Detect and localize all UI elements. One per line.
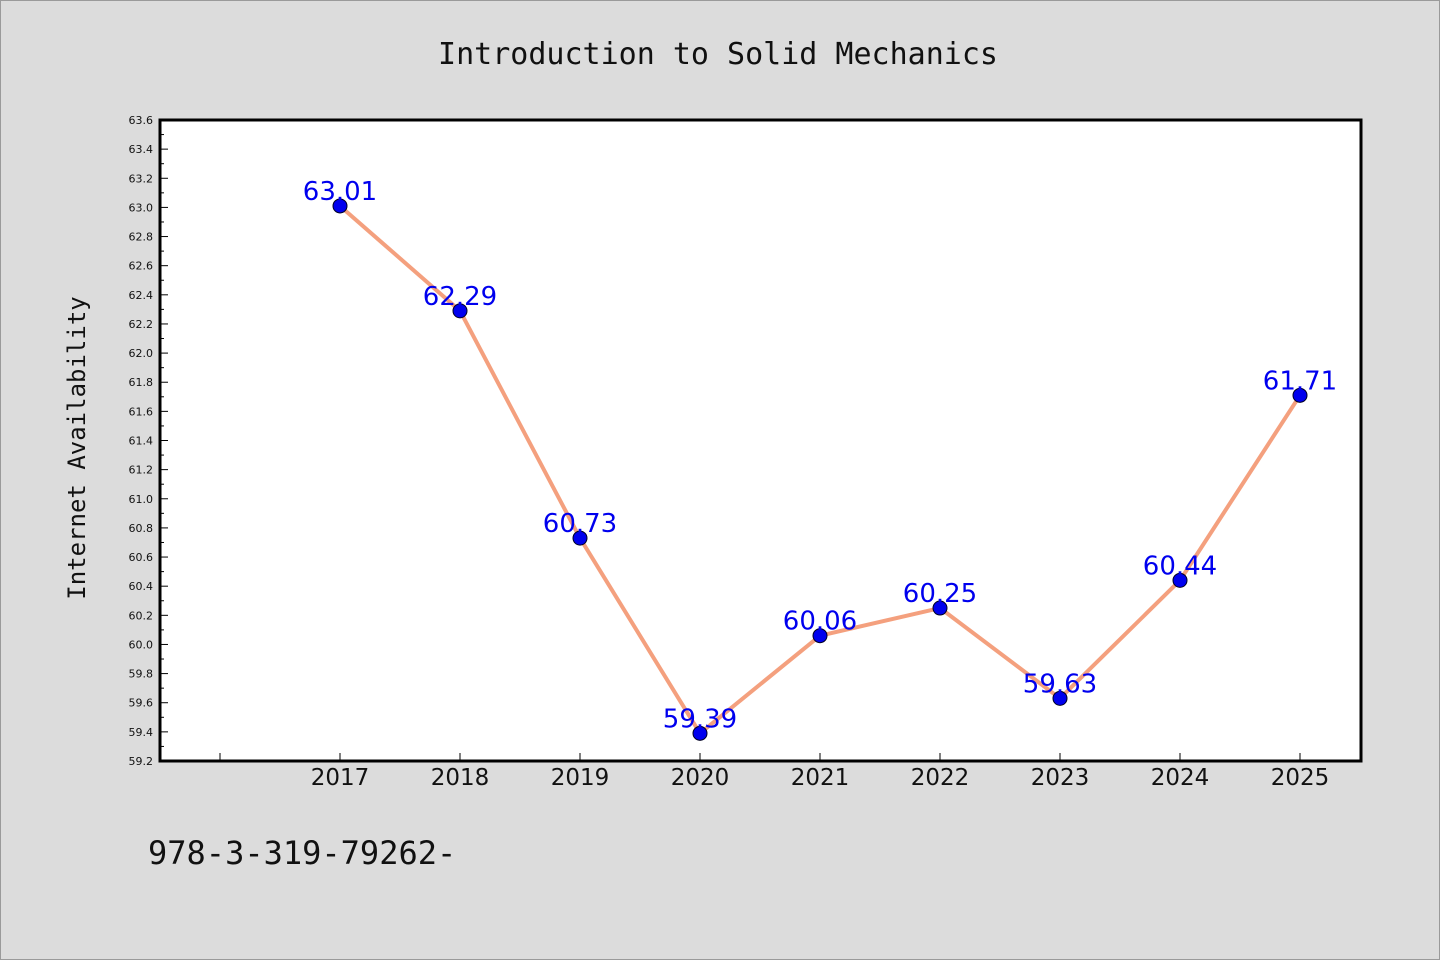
y-tick-label: 60.8 [129, 522, 154, 535]
y-axis: 59.2 59.4 59.6 59.8 60.0 60.2 60.4 60.6 60.8 61.0… [129, 114, 168, 768]
series-layer: 63.01 62.29 60.73 59.39 60.06 60.25 59.63 60.44… [303, 177, 1337, 741]
x-tick-label: 2017 [311, 765, 370, 791]
x-tick-label: 2018 [431, 765, 490, 791]
x-tick-label: 2020 [671, 765, 730, 791]
y-tick-label: 61.8 [129, 376, 154, 389]
data-point [1292, 387, 1308, 403]
y-tick-label: 62.2 [129, 318, 154, 331]
data-point [572, 530, 588, 546]
data-point [452, 303, 468, 319]
y-axis-label: Internet Availability [63, 296, 91, 599]
data-point [692, 725, 708, 741]
data-label: 60.06 [783, 607, 857, 637]
x-tick-label: 2023 [1031, 765, 1090, 791]
y-tick-label: 60.4 [129, 580, 154, 593]
data-label: 60.44 [1143, 551, 1217, 581]
chart-title: Introduction to Solid Mechanics [438, 37, 998, 72]
data-point [812, 628, 828, 644]
y-tick-label: 63.4 [129, 143, 154, 156]
data-label: 59.39 [663, 704, 737, 734]
data-label: 62.29 [423, 282, 497, 312]
plot-area [158, 118, 1363, 763]
data-point [1052, 690, 1068, 706]
y-tick-label: 61.6 [129, 405, 154, 418]
y-tick-label: 63.6 [129, 114, 154, 127]
y-tick-label: 59.2 [129, 755, 154, 768]
footer-code: 978-3-319-79262- [148, 834, 456, 872]
x-axis: 2017 2018 2019 2020 2021 2022 2023 2024 2025 [219, 753, 1330, 791]
y-tick-label: 62.0 [129, 347, 154, 360]
data-label: 61.71 [1263, 366, 1337, 396]
y-tick-label: 61.2 [129, 464, 154, 477]
x-tick-label: 2021 [791, 765, 850, 791]
y-tick-label: 60.0 [129, 638, 154, 651]
data-point [1172, 572, 1188, 588]
y-tick-label: 61.0 [129, 493, 154, 506]
x-tick-label: 2022 [911, 765, 970, 791]
y-tick-label: 63.2 [129, 172, 154, 185]
y-tick-label: 62.8 [129, 231, 154, 244]
y-tick-label: 61.4 [129, 435, 154, 448]
y-tick-label: 60.2 [129, 609, 154, 622]
data-label: 60.25 [903, 579, 977, 609]
data-label: 63.01 [303, 177, 377, 207]
y-tick-label: 63.0 [129, 201, 154, 214]
y-tick-label: 60.6 [129, 551, 154, 564]
y-tick-label: 59.8 [129, 668, 154, 681]
data-label: 59.63 [1023, 669, 1097, 699]
y-tick-label: 59.6 [129, 697, 154, 710]
y-tick-label: 59.4 [129, 726, 154, 739]
y-tick-label: 62.6 [129, 260, 154, 273]
x-tick-label: 2019 [551, 765, 610, 791]
x-tick-label: 2024 [1151, 765, 1210, 791]
y-tick-label: 62.4 [129, 289, 154, 302]
data-point [932, 600, 948, 616]
x-tick-label: 2025 [1271, 765, 1330, 791]
data-point [332, 198, 348, 214]
data-label: 60.73 [543, 509, 617, 539]
